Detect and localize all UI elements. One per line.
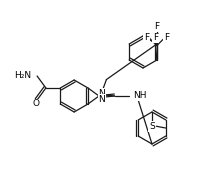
Text: NH: NH [133,91,146,101]
Text: S: S [149,122,155,131]
Text: N: N [98,95,105,104]
Text: N: N [98,89,105,98]
Text: F: F [144,33,149,42]
Text: F: F [154,22,159,31]
Text: H₂N: H₂N [14,70,31,80]
Text: O: O [33,100,40,109]
Text: F: F [153,34,158,43]
Text: F: F [164,33,169,42]
